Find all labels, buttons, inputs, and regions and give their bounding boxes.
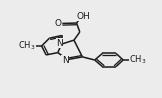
Text: N: N (62, 56, 69, 65)
Text: CH$_3$: CH$_3$ (129, 54, 147, 66)
Text: CH$_3$: CH$_3$ (18, 40, 36, 52)
Text: O: O (54, 19, 61, 28)
Text: OH: OH (77, 12, 91, 21)
Text: N: N (56, 39, 63, 48)
